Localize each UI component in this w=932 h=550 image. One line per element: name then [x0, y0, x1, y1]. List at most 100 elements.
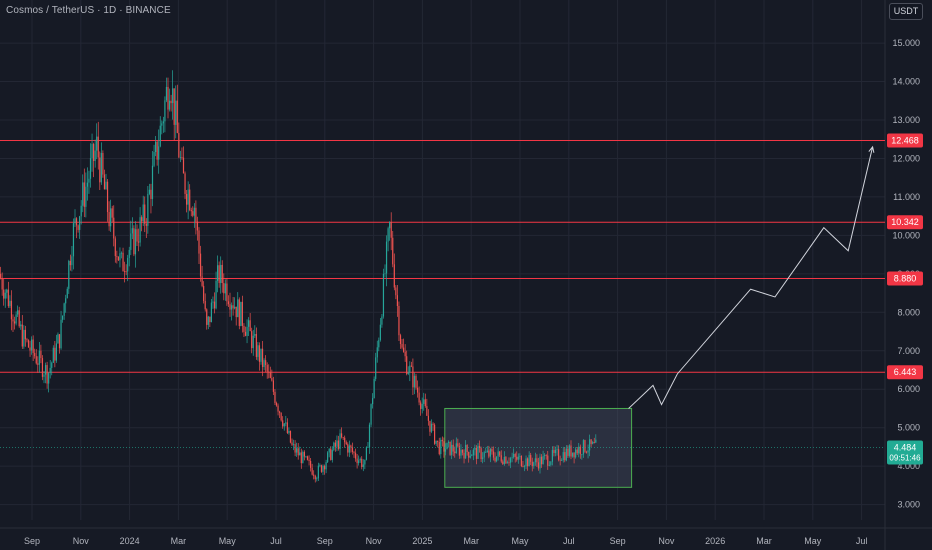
- candle: [542, 450, 544, 465]
- candle: [539, 453, 541, 474]
- candle: [20, 320, 22, 330]
- candle: [88, 170, 90, 194]
- candle: [168, 88, 171, 112]
- candle: [195, 200, 197, 235]
- candle: [342, 437, 344, 440]
- candle: [165, 77, 168, 103]
- candle: [158, 129, 160, 174]
- candle: [148, 183, 150, 196]
- candle: [325, 459, 327, 474]
- projection-line[interactable]: [628, 146, 874, 409]
- candle: [102, 150, 104, 178]
- price-axis-label: 3.000: [897, 500, 920, 510]
- candle: [291, 438, 293, 446]
- candle: [378, 337, 380, 352]
- candle: [189, 184, 191, 212]
- time-axis-label: Nov: [658, 536, 675, 546]
- candle: [31, 336, 33, 355]
- candle: [127, 254, 129, 282]
- price-axis-label: 12.000: [892, 153, 920, 163]
- price-axis-label: 7.000: [897, 346, 920, 356]
- candle: [43, 371, 45, 384]
- candle: [263, 358, 265, 371]
- candle: [224, 279, 226, 301]
- candle: [230, 302, 233, 321]
- candle: [292, 439, 295, 451]
- candle: [466, 444, 468, 456]
- candle: [593, 437, 595, 444]
- candle: [308, 455, 310, 466]
- candle: [540, 454, 543, 468]
- candle: [18, 306, 20, 328]
- projection-path[interactable]: [628, 145, 875, 409]
- candle: [449, 441, 451, 456]
- candle: [131, 217, 133, 240]
- currency-button[interactable]: USDT: [889, 3, 923, 20]
- candle: [215, 271, 217, 310]
- candle: [525, 455, 527, 470]
- candle: [243, 323, 245, 337]
- candle: [316, 476, 318, 482]
- candle: [175, 85, 177, 139]
- candle: [46, 361, 48, 389]
- price-axis-label: 13.000: [892, 115, 920, 125]
- candle: [465, 440, 467, 459]
- candle: [341, 427, 343, 439]
- candle: [406, 350, 408, 376]
- candle: [1, 272, 3, 296]
- time-axis-label: Mar: [171, 536, 187, 546]
- candle: [3, 278, 5, 306]
- candle: [556, 444, 558, 456]
- candle: [393, 253, 395, 291]
- candle: [105, 173, 107, 190]
- time-axis-label: 2026: [705, 536, 725, 546]
- svg-text:8.880: 8.880: [894, 273, 917, 283]
- candle: [125, 264, 127, 276]
- candle: [269, 366, 271, 379]
- candle: [207, 315, 209, 330]
- candle: [193, 203, 195, 228]
- candle: [420, 400, 422, 416]
- candle: [389, 221, 391, 241]
- candle: [186, 189, 188, 213]
- candle: [581, 453, 583, 460]
- price-axis[interactable]: 3.0004.0005.0006.0007.0008.0009.00010.00…: [892, 38, 920, 510]
- candle: [234, 297, 236, 310]
- candle: [51, 361, 53, 376]
- candle: [257, 342, 259, 361]
- candle: [13, 316, 16, 330]
- candle: [124, 261, 126, 283]
- candle: [578, 442, 580, 458]
- candle: [457, 438, 459, 448]
- candle: [68, 259, 70, 294]
- candle: [317, 462, 319, 482]
- candle: [108, 201, 110, 231]
- candle: [41, 355, 44, 381]
- candle: [240, 301, 242, 327]
- candle: [432, 422, 434, 431]
- candle: [187, 181, 189, 220]
- candle: [426, 398, 428, 416]
- time-axis[interactable]: Sep Nov 2024 Mar May Jul Sep Nov 2025 Mar May Jul Se…: [24, 536, 867, 546]
- candle: [60, 310, 62, 350]
- candle: [144, 196, 146, 233]
- candle: [136, 224, 138, 247]
- candle: [427, 409, 429, 426]
- candle: [279, 410, 281, 419]
- price-axis-label: 10.000: [892, 230, 920, 240]
- candle: [522, 461, 524, 468]
- candle: [27, 339, 30, 348]
- candle: [55, 334, 57, 363]
- candle: [531, 457, 533, 472]
- candle: [421, 397, 423, 414]
- candle: [396, 284, 398, 317]
- candle: [320, 464, 323, 473]
- candle: [587, 444, 589, 459]
- candle: [519, 453, 521, 460]
- candle: [530, 452, 532, 466]
- candle: [6, 288, 8, 299]
- candle: [488, 445, 490, 459]
- candle: [500, 450, 502, 464]
